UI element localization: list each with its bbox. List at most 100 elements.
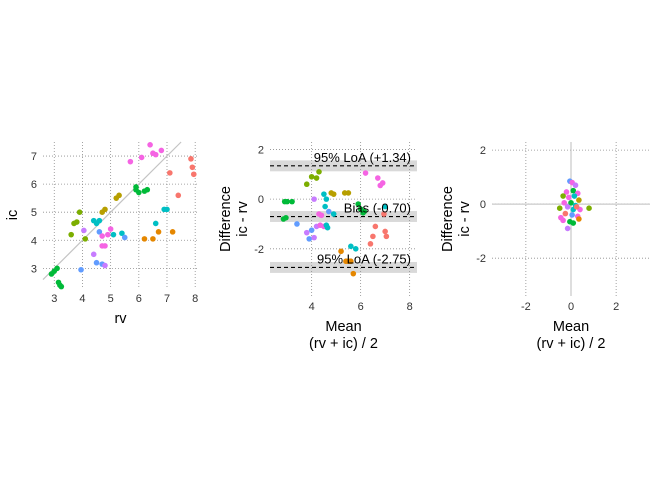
data-point bbox=[568, 199, 574, 206]
data-point bbox=[345, 190, 352, 196]
y-tick-label: 4 bbox=[31, 235, 37, 247]
data-point bbox=[283, 214, 289, 221]
data-point bbox=[375, 175, 381, 181]
data-point bbox=[348, 258, 354, 265]
data-point bbox=[102, 206, 108, 213]
data-point bbox=[133, 184, 139, 190]
x-tick-label: 6 bbox=[136, 293, 142, 305]
data-point bbox=[352, 246, 359, 252]
x-tick-label: 2 bbox=[613, 301, 619, 313]
identity-line bbox=[42, 141, 182, 281]
data-point bbox=[96, 229, 103, 235]
data-point bbox=[556, 205, 563, 211]
data-point bbox=[90, 251, 97, 258]
data-point bbox=[76, 209, 83, 215]
x-tick-label: 7 bbox=[164, 293, 170, 305]
data-point bbox=[318, 212, 325, 219]
y-tick-label: -2 bbox=[254, 244, 264, 256]
y-tick-label: 0 bbox=[258, 194, 264, 206]
data-point bbox=[382, 228, 388, 235]
data-point bbox=[572, 182, 579, 189]
panel-2: 95% LoA (+1.34) Bias (-0.70) 95% LoA (-2.7… bbox=[218, 142, 417, 352]
data-point bbox=[570, 220, 577, 226]
x-tick-label: 4 bbox=[79, 293, 85, 305]
x-tick-label: -2 bbox=[521, 301, 531, 313]
data-point bbox=[284, 198, 290, 205]
y-tick-label: 2 bbox=[258, 144, 264, 156]
y-axis-title: ic - rv bbox=[235, 201, 251, 237]
data-point bbox=[322, 203, 328, 210]
data-point bbox=[381, 211, 387, 217]
x-axis-title: (rv + ic) / 2 bbox=[309, 336, 378, 352]
data-point bbox=[82, 236, 89, 242]
data-point bbox=[116, 192, 122, 199]
data-point bbox=[576, 216, 582, 222]
data-point bbox=[569, 212, 575, 218]
data-point bbox=[367, 241, 374, 247]
data-point bbox=[308, 227, 315, 233]
data-point bbox=[110, 231, 117, 238]
data-point bbox=[141, 236, 148, 242]
data-point bbox=[167, 170, 173, 176]
data-point bbox=[81, 227, 87, 234]
data-point bbox=[152, 151, 159, 158]
data-point bbox=[74, 219, 80, 225]
data-point bbox=[326, 208, 332, 215]
data-point bbox=[144, 186, 151, 193]
data-point bbox=[330, 191, 337, 197]
data-point bbox=[158, 147, 165, 154]
data-point bbox=[573, 204, 580, 210]
data-point bbox=[136, 189, 142, 196]
y-axis-title: Difference bbox=[218, 186, 234, 252]
data-point bbox=[362, 170, 369, 176]
data-point bbox=[330, 211, 337, 217]
data-point bbox=[565, 194, 572, 201]
panel-3: -2 0 2 -2 0 2 Mean(rv + ic) / 2 Difference ic - … bbox=[440, 142, 650, 352]
data-point bbox=[155, 229, 162, 235]
data-point bbox=[150, 236, 156, 242]
data-point bbox=[382, 203, 388, 210]
data-point bbox=[188, 156, 194, 162]
data-point bbox=[127, 158, 134, 165]
data-point bbox=[294, 221, 300, 227]
x-axis-title: Mean bbox=[553, 319, 589, 335]
data-point bbox=[355, 201, 362, 207]
y-tick-label: 5 bbox=[31, 207, 37, 219]
data-point bbox=[289, 198, 295, 205]
y-tick-label: 0 bbox=[480, 199, 486, 211]
data-point bbox=[560, 193, 566, 199]
panel-1: 3 4 5 6 7 8 3 4 5 6 7 rv ic bbox=[5, 141, 198, 327]
data-point bbox=[586, 205, 592, 211]
data-point bbox=[338, 248, 344, 255]
data-point bbox=[571, 193, 578, 199]
data-point bbox=[324, 224, 331, 231]
data-point bbox=[105, 231, 111, 238]
data-point bbox=[102, 262, 108, 269]
data-point bbox=[190, 171, 197, 178]
loa-lower-label: 95% LoA (-2.75) bbox=[317, 251, 411, 266]
x-tick-label: 6 bbox=[358, 301, 364, 313]
data-point bbox=[147, 142, 153, 148]
data-point bbox=[303, 181, 310, 188]
data-point bbox=[316, 169, 322, 175]
data-point bbox=[348, 243, 354, 250]
data-point bbox=[96, 217, 103, 224]
data-point bbox=[175, 192, 182, 199]
data-point bbox=[102, 243, 108, 249]
x-axis-title: (rv + ic) / 2 bbox=[537, 336, 606, 352]
data-point bbox=[306, 236, 313, 242]
data-point bbox=[361, 208, 368, 215]
data-point bbox=[189, 164, 196, 171]
data-point bbox=[560, 217, 566, 224]
data-point bbox=[311, 196, 317, 202]
data-point bbox=[564, 204, 571, 210]
x-tick-label: 4 bbox=[309, 301, 315, 313]
data-point bbox=[54, 265, 60, 272]
data-point bbox=[169, 229, 176, 235]
x-tick-label: 5 bbox=[108, 293, 114, 305]
data-point bbox=[321, 191, 327, 197]
data-point bbox=[99, 233, 105, 239]
data-point bbox=[561, 199, 568, 206]
y-tick-label: 6 bbox=[31, 179, 37, 191]
